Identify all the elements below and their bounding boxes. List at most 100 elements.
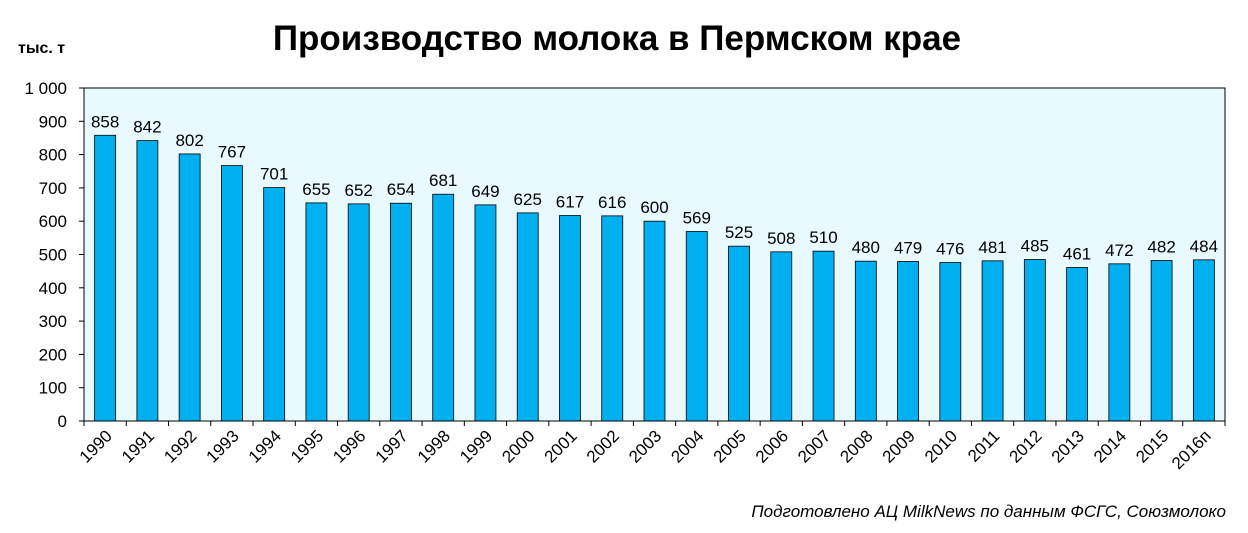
data-label-2004: 569: [683, 209, 711, 228]
x-tick-label: 1995: [287, 426, 327, 466]
bar-1993: [221, 165, 243, 422]
bar-1996: [347, 203, 370, 422]
bar-1997: [390, 202, 412, 422]
bar-2012: [1023, 259, 1046, 422]
data-label-1992: 802: [175, 131, 203, 150]
data-label-2002: 616: [598, 193, 626, 212]
data-label-2006: 508: [767, 229, 795, 248]
bar-1998: [432, 193, 455, 422]
x-tick-label: 1998: [414, 426, 454, 466]
x-tick-label: 2014: [1090, 426, 1130, 466]
x-tick-label: 2011: [964, 426, 1003, 465]
data-label-2001: 617: [556, 193, 584, 212]
bar-2002: [601, 215, 624, 422]
data-label-2005: 525: [725, 223, 753, 242]
x-tick-label: 1996: [329, 426, 369, 466]
x-tick-label: 2001: [541, 426, 581, 466]
y-tick-label: 900: [39, 112, 67, 131]
data-label-1996: 652: [344, 181, 372, 200]
x-tick-label: 1999: [456, 426, 496, 466]
data-label-1994: 701: [260, 165, 288, 184]
bar-2013: [1066, 267, 1088, 422]
x-tick-label: 2008: [836, 426, 876, 466]
x-tick-label: 2015: [1132, 426, 1172, 466]
y-axis-unit-label: тыс. т: [18, 40, 65, 57]
x-tick-label: 1993: [203, 426, 243, 466]
bar-2005: [728, 245, 750, 422]
x-tick-label: 1997: [372, 426, 412, 466]
data-label-2003: 600: [640, 198, 668, 217]
data-labels-layer: 858 842 802 767 701 655 652 654 681 649 625 617 616 6…: [91, 112, 1218, 263]
bar-2016п: [1192, 259, 1215, 422]
bar-2004: [685, 231, 708, 422]
bar-2009: [897, 261, 919, 422]
x-tick-label: 2010: [921, 426, 961, 466]
source-note: Подготовлено АЦ MilkNews по данным ФСГС,…: [751, 502, 1226, 521]
data-label-1995: 655: [302, 180, 330, 199]
x-tick-label: 2005: [710, 426, 750, 466]
x-tick-label: 2009: [879, 426, 919, 466]
x-tick-label: 2007: [794, 426, 834, 466]
data-label-1993: 767: [218, 143, 246, 162]
chart-title: Производство молока в Пермском крае: [273, 19, 961, 58]
data-label-1991: 842: [133, 118, 161, 137]
data-label-1998: 681: [429, 171, 457, 190]
bar-2006: [770, 251, 793, 422]
bar-1992: [178, 153, 201, 422]
bar-2008: [854, 260, 877, 422]
x-tick-label: 2012: [1005, 426, 1045, 466]
bar-2010: [939, 262, 962, 422]
data-label-2009: 479: [894, 238, 922, 257]
y-tick-label: 1 000: [24, 79, 67, 98]
bar-1990: [94, 134, 117, 422]
y-tick-label: 700: [39, 179, 67, 198]
data-label-1999: 649: [471, 182, 499, 201]
y-axis: 0 100 200 300 400 500 600 700 800 900 1 000: [24, 79, 85, 431]
bar-2011: [981, 260, 1004, 422]
x-tick-label: 1992: [160, 426, 200, 466]
x-tick-label: 1991: [118, 426, 158, 466]
x-tick-label: 2016п: [1168, 426, 1215, 473]
bar-1999: [474, 204, 497, 422]
x-tick-label: 2004: [667, 426, 707, 466]
data-label-1990: 858: [91, 112, 119, 131]
x-tick-label: 1990: [76, 426, 116, 466]
y-tick-label: 100: [39, 379, 67, 398]
bar-1995: [305, 202, 328, 422]
data-label-2012: 485: [1021, 236, 1049, 255]
bars-layer: [94, 134, 1215, 422]
bar-1991: [136, 140, 159, 422]
y-tick-label: 600: [39, 212, 67, 231]
x-tick-label: 2000: [498, 426, 538, 466]
data-label-2008: 480: [852, 238, 880, 257]
y-tick-label: 800: [39, 146, 67, 165]
data-label-2015: 482: [1147, 237, 1175, 256]
x-tick-label: 2002: [583, 426, 623, 466]
data-label-2010: 476: [936, 239, 964, 258]
y-tick-label: 400: [39, 279, 67, 298]
bar-2014: [1108, 263, 1131, 422]
bar-2001: [559, 215, 581, 422]
bar-2007: [812, 250, 835, 422]
x-tick-label: 2013: [1048, 426, 1088, 466]
x-tick-label: 2006: [752, 426, 792, 466]
data-label-2013: 461: [1063, 244, 1091, 263]
x-tick-label: 2003: [625, 426, 665, 466]
x-axis: 1990 1991 1992 1993 1994 1995 1996 1997 1998 1999…: [76, 420, 1226, 473]
data-label-1997: 654: [387, 180, 415, 199]
data-label-2007: 510: [809, 228, 837, 247]
bar-1994: [263, 187, 286, 422]
data-label-2011: 481: [978, 238, 1006, 257]
y-tick-label: 0: [58, 412, 67, 431]
bar-2003: [643, 220, 666, 422]
data-label-2000: 625: [514, 190, 542, 209]
data-label-2014: 472: [1105, 241, 1133, 260]
data-label-2016п: 484: [1190, 237, 1218, 256]
y-tick-label: 500: [39, 246, 67, 265]
bar-2015: [1150, 260, 1173, 422]
y-tick-label: 300: [39, 312, 67, 331]
x-tick-label: 1994: [245, 426, 285, 466]
y-tick-label: 200: [39, 345, 67, 364]
bar-2000: [516, 212, 539, 422]
